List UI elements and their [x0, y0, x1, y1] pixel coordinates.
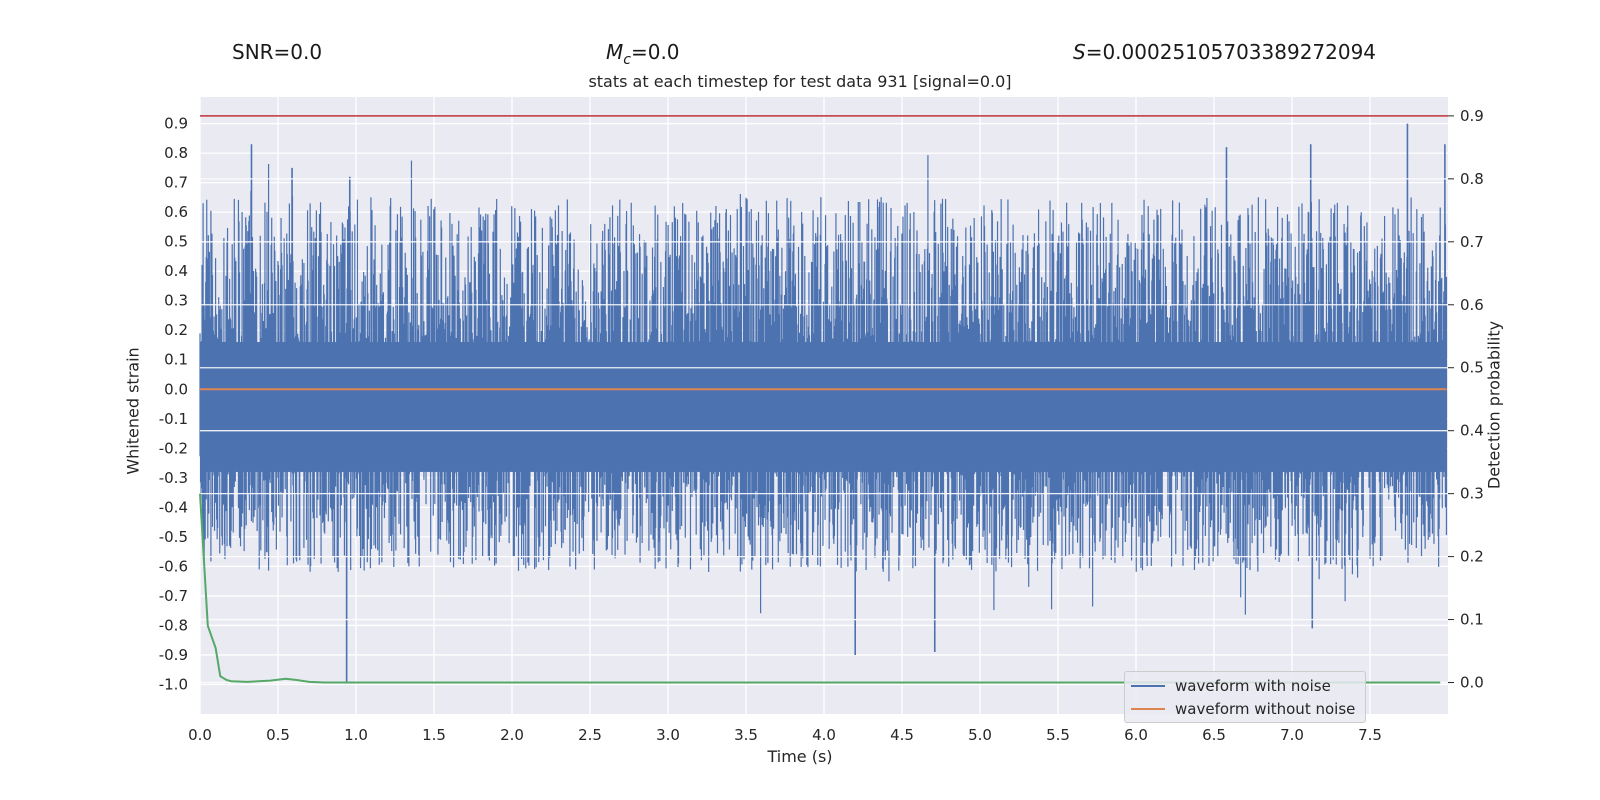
- x-tick-label: 5.5: [1046, 726, 1070, 744]
- series-detection-probability: [199, 493, 1441, 684]
- x-tick-label: 4.5: [890, 726, 914, 744]
- y-tick-label: -0.3: [159, 469, 188, 487]
- x-tick-label: 4.0: [812, 726, 836, 744]
- chirp-mass-subscript: c: [623, 52, 631, 68]
- legend-label: waveform without noise: [1175, 700, 1356, 718]
- legend-swatch-blue: [1131, 685, 1165, 687]
- y-tick-label: -0.7: [159, 587, 188, 605]
- y-right-tick-label: 0.3: [1460, 485, 1484, 503]
- y-tick-label: -0.8: [159, 616, 188, 634]
- y-tick-label: 0.2: [164, 321, 188, 339]
- y-tick-label: -0.9: [159, 646, 188, 664]
- s-symbol: S: [1073, 40, 1086, 64]
- series-lines: [199, 114, 1448, 684]
- y-tick-label: 0.1: [164, 351, 188, 369]
- y-right-tick-label: 0.5: [1460, 359, 1484, 377]
- y-tick-label: 0.3: [164, 292, 188, 310]
- y-right-tick-label: 0.9: [1460, 107, 1484, 125]
- x-axis-label: Time (s): [767, 747, 833, 766]
- x-tick-label: 7.0: [1280, 726, 1304, 744]
- y-tick-label: -0.2: [159, 439, 188, 457]
- y-right-tick-label: 0.2: [1460, 548, 1484, 566]
- series-waveform-with-noise: [199, 123, 1448, 682]
- x-tick-label: 7.5: [1358, 726, 1382, 744]
- y-tick-label: -0.4: [159, 498, 188, 516]
- legend-label: waveform with noise: [1175, 677, 1331, 695]
- snr-label: SNR=0.0: [232, 40, 323, 64]
- noise-core-band: [200, 342, 1447, 472]
- y-right-tick-label: 0.1: [1460, 611, 1484, 629]
- x-tick-label: 2.0: [500, 726, 524, 744]
- x-tick-label: 5.0: [968, 726, 992, 744]
- y-right-tick-label: 0.7: [1460, 233, 1484, 251]
- chart-title: stats at each timestep for test data 931…: [588, 72, 1012, 91]
- chirp-mass-symbol: M: [606, 40, 624, 64]
- x-tick-label: 1.0: [344, 726, 368, 744]
- x-tick-label: 3.0: [656, 726, 680, 744]
- legend-swatch-orange: [1131, 708, 1165, 710]
- y-axis-label-right: Detection probability: [1484, 320, 1504, 490]
- s-value: =0.00025105703389272094: [1085, 40, 1377, 64]
- y-tick-label: 0.0: [164, 380, 188, 398]
- tick-labels: 0.0 0.5 1.0 1.5 2.0 2.5 3.0 3.5 4.0 4.5 5.0 5.5 6.0 6…: [159, 107, 1484, 744]
- legend-item-without-noise: waveform without noise: [1131, 698, 1355, 720]
- y-tick-label: -0.1: [159, 410, 188, 428]
- x-tick-label: 6.5: [1202, 726, 1226, 744]
- y-right-tick-label: 0.0: [1460, 674, 1484, 692]
- chirp-mass-label: Mc=0.0: [606, 40, 680, 68]
- y-tick-label: -0.5: [159, 528, 188, 546]
- y-tick-label: 0.7: [164, 174, 188, 192]
- x-tick-label: 2.5: [578, 726, 602, 744]
- y-right-tick-label: 0.8: [1460, 170, 1484, 188]
- y-tick-label: 0.5: [164, 233, 188, 251]
- x-tick-label: 3.5: [734, 726, 758, 744]
- y-axis-label-left: Whitened strain: [123, 347, 143, 475]
- y-tick-label: 0.4: [164, 262, 188, 280]
- x-tick-label: 1.5: [422, 726, 446, 744]
- x-tick-label: 6.0: [1124, 726, 1148, 744]
- y-tick-label: 0.9: [164, 115, 188, 133]
- legend-item-with-noise: waveform with noise: [1131, 675, 1331, 697]
- y-tick-label: -1.0: [159, 675, 188, 693]
- legend: waveform with noise waveform without noi…: [1124, 671, 1366, 723]
- y-tick-label: -0.6: [159, 557, 188, 575]
- x-tick-label: 0.5: [266, 726, 290, 744]
- chirp-mass-value: =0.0: [630, 40, 680, 64]
- y-right-tick-label: 0.4: [1460, 422, 1484, 440]
- x-tick-label: 0.0: [188, 726, 212, 744]
- y-tick-label: 0.6: [164, 203, 188, 221]
- s-statistic-label: S=0.00025105703389272094: [1073, 40, 1376, 64]
- y-right-tick-label: 0.6: [1460, 296, 1484, 314]
- y-tick-label: 0.8: [164, 144, 188, 162]
